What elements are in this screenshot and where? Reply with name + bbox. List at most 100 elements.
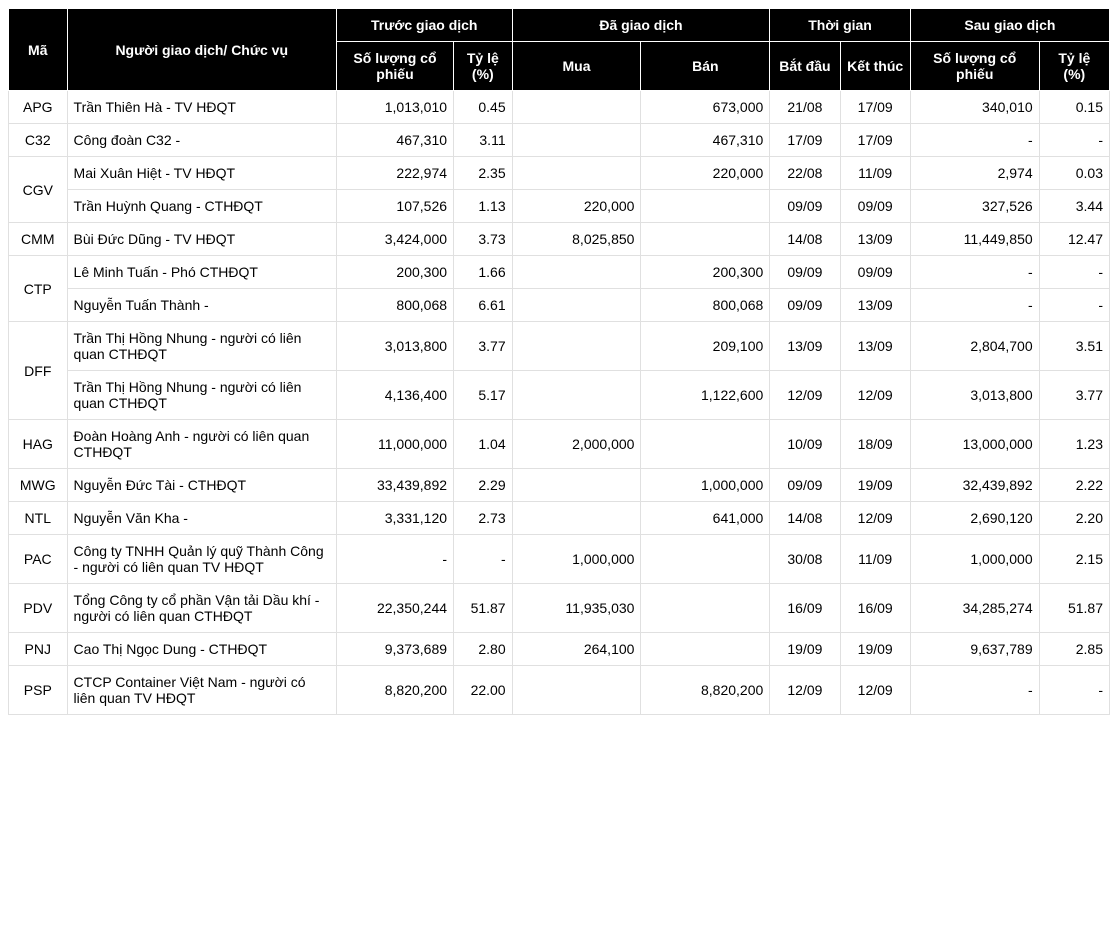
cell-after-qty: 9,637,789 (910, 633, 1039, 666)
cell-after-qty: 2,974 (910, 157, 1039, 190)
cell-before-pct: - (454, 535, 513, 584)
cell-after-pct: 1.23 (1039, 420, 1109, 469)
cell-before-qty: 33,439,892 (336, 469, 453, 502)
cell-before-qty: 3,331,120 (336, 502, 453, 535)
cell-after-qty: - (910, 666, 1039, 715)
cell-start: 14/08 (770, 502, 840, 535)
cell-buy: 264,100 (512, 633, 641, 666)
cell-trader: Trần Thị Hồng Nhung - người có liên quan… (67, 371, 336, 420)
cell-after-pct: 3.51 (1039, 322, 1109, 371)
cell-buy (512, 256, 641, 289)
cell-before-qty: 107,526 (336, 190, 453, 223)
cell-before-pct: 51.87 (454, 584, 513, 633)
cell-start: 12/09 (770, 666, 840, 715)
cell-before-pct: 3.11 (454, 124, 513, 157)
cell-after-qty: 2,690,120 (910, 502, 1039, 535)
cell-end: 11/09 (840, 157, 910, 190)
cell-before-pct: 1.04 (454, 420, 513, 469)
cell-before-qty: 11,000,000 (336, 420, 453, 469)
table-header: Mã Người giao dịch/ Chức vụ Trước giao d… (9, 9, 1110, 91)
table-row: Nguyễn Tuấn Thành -800,0686.61800,06809/… (9, 289, 1110, 322)
cell-sell: 800,068 (641, 289, 770, 322)
cell-before-pct: 3.77 (454, 322, 513, 371)
cell-after-qty: 2,804,700 (910, 322, 1039, 371)
cell-after-pct: 0.03 (1039, 157, 1109, 190)
header-time: Thời gian (770, 9, 911, 42)
cell-before-qty: 9,373,689 (336, 633, 453, 666)
cell-before-pct: 2.29 (454, 469, 513, 502)
cell-end: 09/09 (840, 256, 910, 289)
cell-buy (512, 124, 641, 157)
header-traded: Đã giao dịch (512, 9, 770, 42)
cell-before-qty: 3,424,000 (336, 223, 453, 256)
header-after-pct: Tỷ lệ (%) (1039, 42, 1109, 91)
cell-after-pct: - (1039, 666, 1109, 715)
table-row: CTPLê Minh Tuấn - Phó CTHĐQT200,3001.662… (9, 256, 1110, 289)
table-row: MWGNguyễn Đức Tài - CTHĐQT33,439,8922.29… (9, 469, 1110, 502)
cell-trader: Công ty TNHH Quản lý quỹ Thành Công - ng… (67, 535, 336, 584)
cell-trader: Nguyễn Văn Kha - (67, 502, 336, 535)
cell-end: 09/09 (840, 190, 910, 223)
cell-code: CMM (9, 223, 68, 256)
cell-end: 19/09 (840, 633, 910, 666)
cell-sell: 467,310 (641, 124, 770, 157)
cell-end: 13/09 (840, 223, 910, 256)
cell-code: MWG (9, 469, 68, 502)
cell-trader: Trần Huỳnh Quang - CTHĐQT (67, 190, 336, 223)
cell-end: 16/09 (840, 584, 910, 633)
cell-start: 30/08 (770, 535, 840, 584)
cell-buy: 220,000 (512, 190, 641, 223)
cell-code: CTP (9, 256, 68, 322)
cell-buy (512, 371, 641, 420)
table-row: DFFTrần Thị Hồng Nhung - người có liên q… (9, 322, 1110, 371)
cell-code: PSP (9, 666, 68, 715)
cell-after-pct: 2.20 (1039, 502, 1109, 535)
cell-end: 12/09 (840, 666, 910, 715)
cell-code: PAC (9, 535, 68, 584)
cell-trader: Lê Minh Tuấn - Phó CTHĐQT (67, 256, 336, 289)
table-row: PACCông ty TNHH Quản lý quỹ Thành Công -… (9, 535, 1110, 584)
cell-buy: 1,000,000 (512, 535, 641, 584)
header-start: Bắt đầu (770, 42, 840, 91)
cell-before-qty: 800,068 (336, 289, 453, 322)
cell-end: 12/09 (840, 371, 910, 420)
cell-end: 13/09 (840, 289, 910, 322)
header-buy: Mua (512, 42, 641, 91)
cell-start: 19/09 (770, 633, 840, 666)
cell-after-qty: 34,285,274 (910, 584, 1039, 633)
cell-start: 09/09 (770, 190, 840, 223)
table-body: APGTrần Thiên Hà - TV HĐQT1,013,0100.456… (9, 91, 1110, 715)
header-before-pct: Tỷ lệ (%) (454, 42, 513, 91)
cell-code: PNJ (9, 633, 68, 666)
cell-before-pct: 2.73 (454, 502, 513, 535)
cell-sell: 673,000 (641, 91, 770, 124)
cell-end: 17/09 (840, 124, 910, 157)
cell-sell (641, 535, 770, 584)
cell-before-pct: 5.17 (454, 371, 513, 420)
cell-sell: 1,000,000 (641, 469, 770, 502)
cell-before-qty: 1,013,010 (336, 91, 453, 124)
cell-after-pct: - (1039, 124, 1109, 157)
cell-buy: 2,000,000 (512, 420, 641, 469)
cell-end: 13/09 (840, 322, 910, 371)
cell-trader: Nguyễn Đức Tài - CTHĐQT (67, 469, 336, 502)
cell-trader: Nguyễn Tuấn Thành - (67, 289, 336, 322)
table-row: APGTrần Thiên Hà - TV HĐQT1,013,0100.456… (9, 91, 1110, 124)
cell-buy (512, 157, 641, 190)
cell-before-pct: 2.80 (454, 633, 513, 666)
cell-code: PDV (9, 584, 68, 633)
cell-sell: 8,820,200 (641, 666, 770, 715)
cell-end: 12/09 (840, 502, 910, 535)
table-row: HAGĐoàn Hoàng Anh - người có liên quan C… (9, 420, 1110, 469)
cell-after-pct: - (1039, 256, 1109, 289)
cell-after-pct: 0.15 (1039, 91, 1109, 124)
header-sell: Bán (641, 42, 770, 91)
cell-buy (512, 666, 641, 715)
header-before: Trước giao dịch (336, 9, 512, 42)
cell-before-qty: 200,300 (336, 256, 453, 289)
cell-trader: Đoàn Hoàng Anh - người có liên quan CTHĐ… (67, 420, 336, 469)
cell-after-pct: 12.47 (1039, 223, 1109, 256)
cell-start: 22/08 (770, 157, 840, 190)
header-end: Kết thúc (840, 42, 910, 91)
cell-start: 17/09 (770, 124, 840, 157)
